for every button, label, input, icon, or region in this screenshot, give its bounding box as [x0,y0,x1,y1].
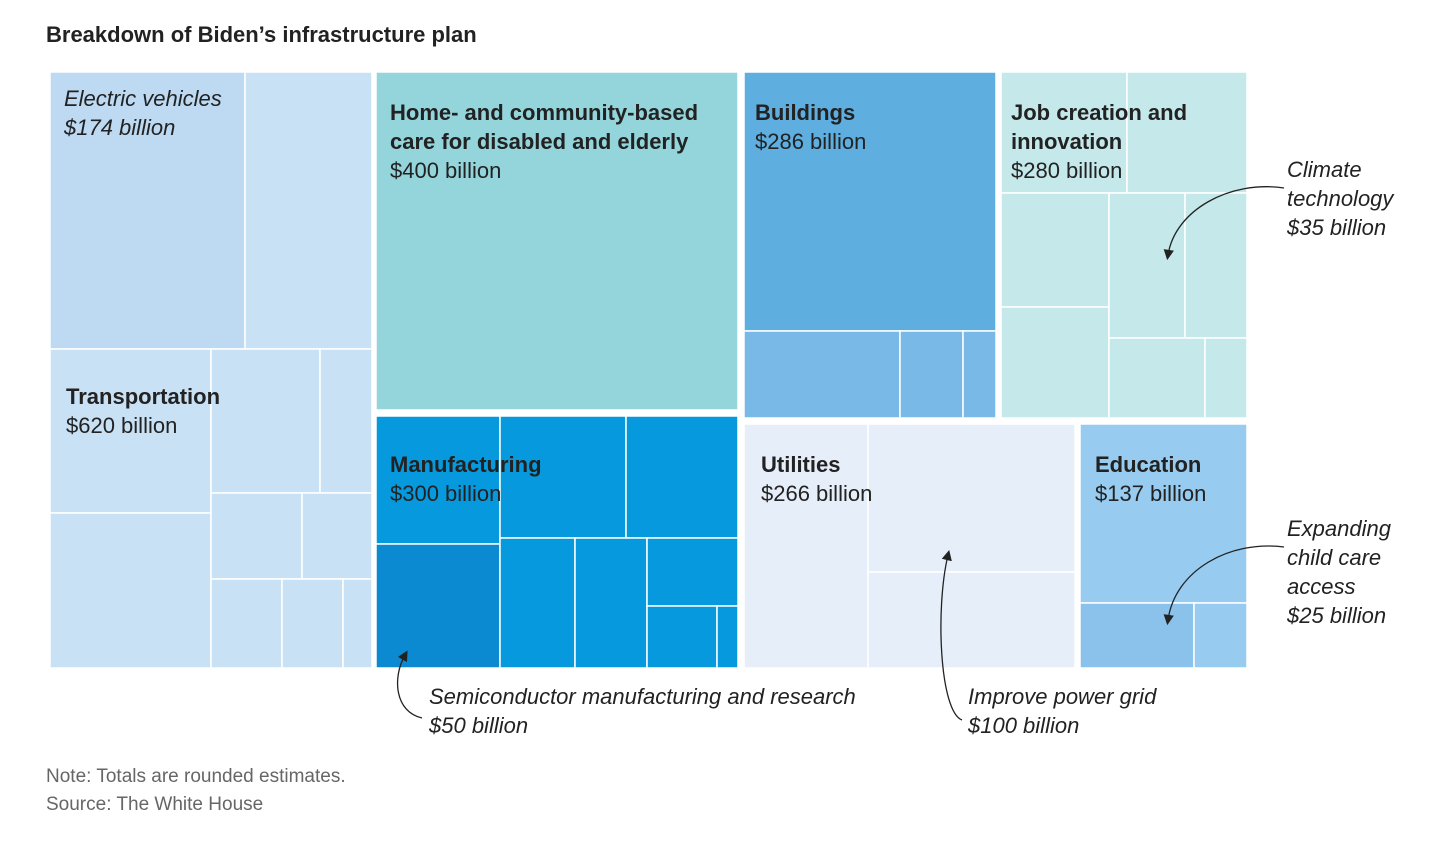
transportation-sub-tile [244,71,373,350]
job-creation-sub-tile [1000,306,1110,419]
transportation-sub-tile [210,348,321,494]
care-tile [375,71,739,411]
manufacturing-sub-tile [375,415,501,545]
note-text: Note: Totals are rounded estimates. [46,766,346,787]
transportation-sub-tile [342,578,373,669]
buildings-sub-tile [962,330,997,419]
semiconductor-tile [375,543,501,669]
child-care-tile [1079,602,1195,669]
education-sub-tile [1193,602,1248,669]
climate-technology-tile [1108,192,1186,339]
transportation-sub-tile [210,578,283,669]
transportation-sub-tile [319,348,373,494]
buildings-main-tile [743,71,997,332]
manufacturing-sub-tile [574,537,648,669]
transportation-sub-tile [281,578,344,669]
semiconductor-callout-arrow [396,650,423,719]
transportation-sub-tile [49,348,212,514]
job-creation-sub-tile [1126,71,1248,194]
job-creation-sub-tile [1108,337,1206,419]
child-care-callout: Expanding child care access $25 billion [1287,516,1391,628]
power-grid-callout-arrow [940,549,963,721]
manufacturing-label: Manufacturing $300 billion [390,452,542,506]
utilities-label: Utilities $266 billion [761,452,873,506]
buildings-label: Buildings $286 billion [755,100,867,154]
job-creation-label: Job creation and innovation $280 billion [1011,100,1188,183]
manufacturing-sub-tile [499,537,576,669]
education-main-tile [1079,423,1248,604]
buildings-sub-tile [743,330,901,419]
transportation-sub-tile [301,492,373,580]
transportation-sub-tile [49,512,212,669]
manufacturing-sub-tile [716,605,739,669]
buildings-sub-tile [899,330,964,419]
job-creation-sub-tile [1184,192,1248,339]
transportation-sub-tile [210,492,303,580]
climate-technology-callout: Climate technology $35 billion [1287,157,1394,240]
source-text: Source: The White House [46,794,264,815]
manufacturing-sub-tile [625,415,739,539]
climate-callout-arrow [1163,186,1285,261]
chart-title: Breakdown of Biden’s infrastructure plan [46,22,477,47]
utilities-sub-tile [743,423,869,669]
child-care-callout-arrow [1163,545,1285,626]
semiconductor-callout: Semiconductor manufacturing and research… [429,684,856,738]
power-grid-tile [867,423,1076,573]
education-label: Education $137 billion [1095,452,1207,506]
power-grid-callout: Improve power grid $100 billion [968,684,1157,738]
job-creation-sub-tile [1204,337,1248,419]
job-creation-sub-tile [1000,192,1110,308]
manufacturing-sub-tile [499,415,627,539]
manufacturing-sub-tile [646,605,718,669]
care-label: Home- and community-based care for disab… [390,100,699,183]
transportation-label: Transportation $620 billion [66,384,221,438]
electric-vehicles-label: Electric vehicles $174 billion [64,86,222,140]
job-creation-sub-tile [1000,71,1128,194]
utilities-sub-tile [867,571,1076,669]
manufacturing-sub-tile [646,537,739,607]
